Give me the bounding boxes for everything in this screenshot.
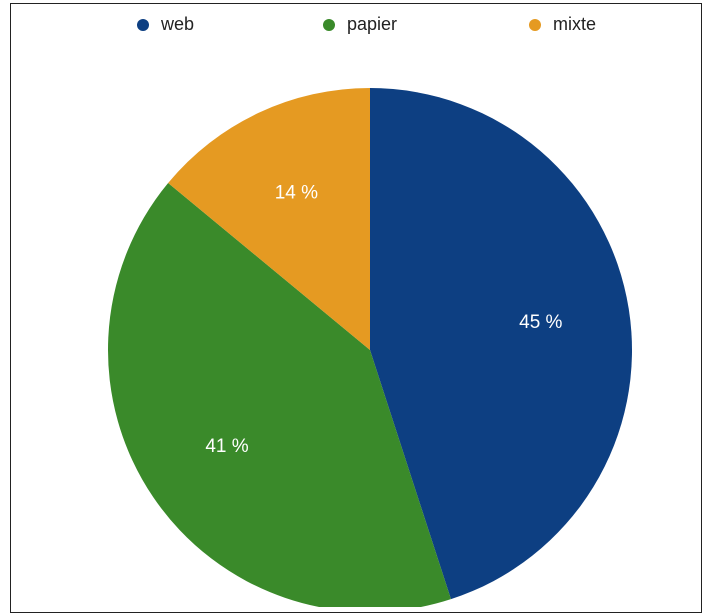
pie-slices — [108, 88, 632, 607]
legend-label-mixte: mixte — [553, 14, 597, 34]
legend-item-web: web — [137, 14, 194, 35]
legend-swatch-papier — [323, 18, 335, 31]
pie-slice-web — [370, 88, 632, 600]
pie-slice-papier — [108, 182, 451, 607]
legend-swatch-mixte — [529, 18, 541, 31]
chart-legend: web papier mixte — [0, 0, 718, 40]
pie-slice-label-mixte: 14 % — [275, 183, 318, 204]
pie-slice-label-web: 45 % — [519, 312, 562, 333]
legend-item-mixte: mixte — [529, 14, 596, 35]
legend-item-papier: papier — [323, 14, 397, 35]
legend-swatch-web — [137, 18, 149, 31]
pie-slice-label-papier: 41 % — [205, 436, 248, 457]
legend-label-papier: papier — [347, 14, 398, 34]
pie-slice-labels: 45 % 41 % 14 % — [205, 183, 562, 458]
legend-label-web: web — [161, 14, 195, 34]
pie-slice-mixte — [168, 88, 370, 350]
